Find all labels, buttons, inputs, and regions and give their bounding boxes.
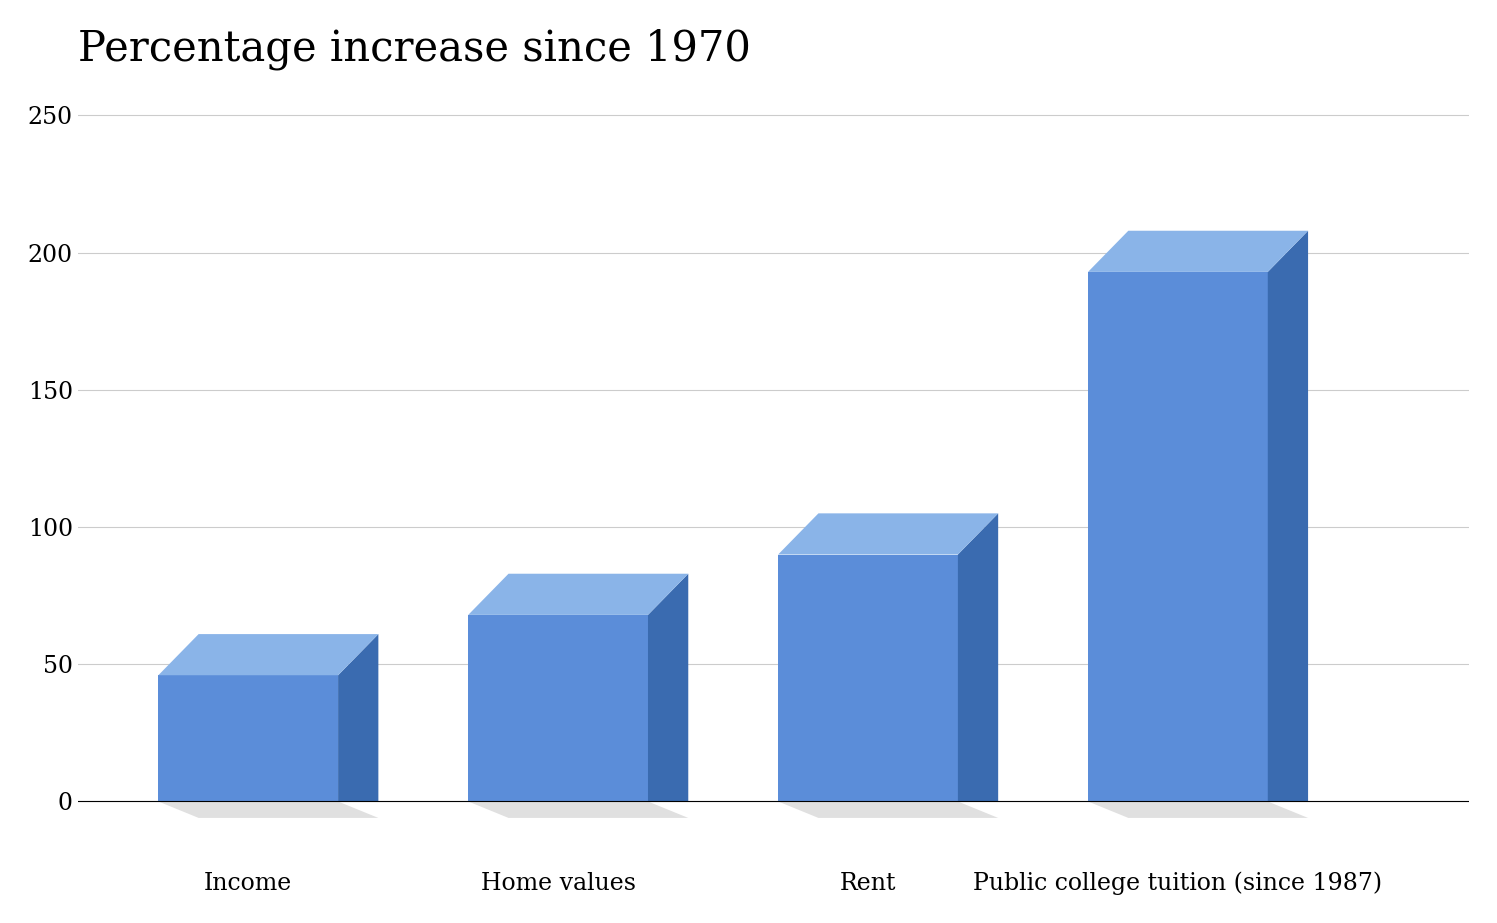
Polygon shape — [778, 555, 958, 801]
Polygon shape — [159, 801, 379, 818]
Polygon shape — [469, 615, 648, 801]
Text: Percentage increase since 1970: Percentage increase since 1970 — [78, 28, 750, 70]
Polygon shape — [778, 513, 998, 555]
Polygon shape — [1088, 801, 1308, 818]
Polygon shape — [958, 513, 998, 801]
Polygon shape — [159, 676, 338, 801]
Polygon shape — [778, 801, 998, 818]
Polygon shape — [1088, 231, 1308, 272]
Polygon shape — [648, 574, 689, 801]
Polygon shape — [1088, 272, 1268, 801]
Polygon shape — [469, 574, 689, 615]
Polygon shape — [159, 634, 379, 676]
Polygon shape — [1268, 231, 1308, 801]
Polygon shape — [469, 801, 689, 818]
Polygon shape — [338, 634, 379, 801]
